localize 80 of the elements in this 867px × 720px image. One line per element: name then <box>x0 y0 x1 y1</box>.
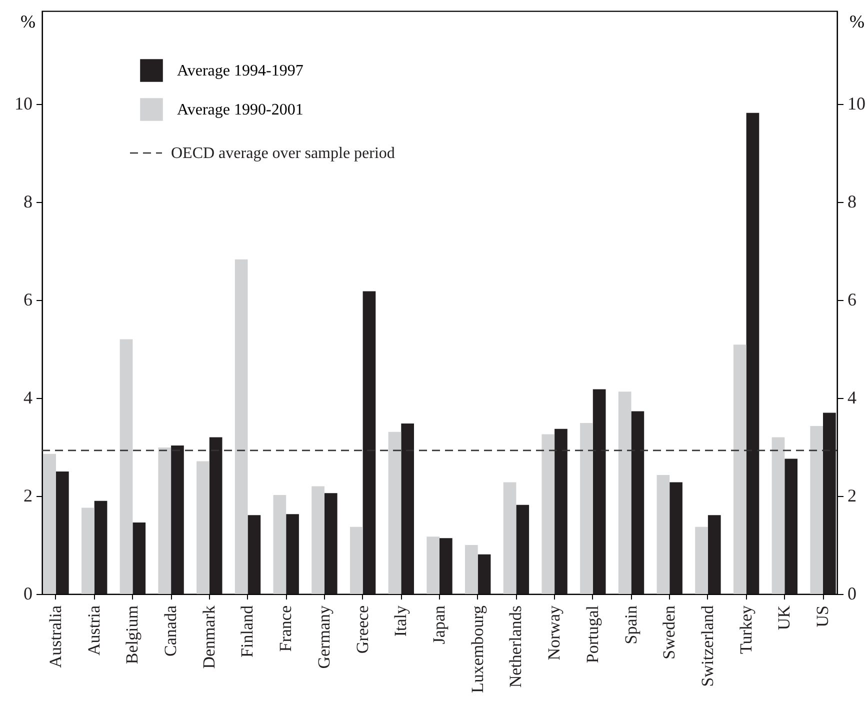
x-tick-label: UK <box>774 604 794 630</box>
bar <box>56 472 69 594</box>
x-tick-label: Austria <box>84 605 104 656</box>
y-tick-label: 6 <box>24 290 32 310</box>
bar <box>362 291 376 594</box>
x-tick-label: US <box>813 606 832 628</box>
y2-tick-label: 10 <box>848 94 866 114</box>
y-tick-label: 10 <box>14 94 32 114</box>
bar <box>440 538 452 594</box>
x-tick-label: Netherlands <box>506 606 526 688</box>
x-tick-label: Turkey <box>736 605 756 654</box>
bar <box>580 423 593 594</box>
bar <box>350 526 363 594</box>
x-tick-label: Spain <box>621 605 640 644</box>
bar <box>542 434 555 594</box>
y2-tick-label: 6 <box>848 290 856 310</box>
x-tick-label: Switzerland <box>698 605 717 687</box>
x-tick-label: Norway <box>544 605 564 660</box>
x-tick-label: Denmark <box>199 605 218 669</box>
bar <box>132 522 146 594</box>
x-tick-label: Greece <box>352 606 372 654</box>
y-tick-label: 0 <box>24 584 32 604</box>
y-tick-label: 2 <box>24 486 32 506</box>
y2-axis-title: % <box>850 12 864 32</box>
bar <box>158 448 172 594</box>
x-tick-label: Finland <box>238 605 257 658</box>
bar <box>618 392 632 594</box>
y2-tick-label: 4 <box>848 388 856 408</box>
bar <box>196 461 210 594</box>
bar <box>810 426 823 594</box>
bar <box>465 545 478 594</box>
bar <box>554 428 568 594</box>
y2-tick-label: 0 <box>848 584 856 604</box>
y2-tick-label: 8 <box>848 192 856 212</box>
bar <box>286 514 299 594</box>
bar <box>631 411 644 594</box>
x-tick-label: Luxembourg <box>468 605 487 694</box>
bar <box>746 112 760 594</box>
bar <box>592 389 606 594</box>
bar <box>772 437 785 594</box>
bar <box>401 424 414 594</box>
bar <box>670 482 682 594</box>
bar <box>120 339 133 594</box>
x-tick-label: Germany <box>314 605 334 669</box>
bar <box>478 554 491 594</box>
y2-tick-label: 2 <box>848 486 856 506</box>
y-tick-label: 4 <box>24 388 32 408</box>
bar <box>516 504 530 594</box>
x-tick-label: Australia <box>46 605 65 668</box>
bar <box>784 458 798 594</box>
legend-label: OECD average over sample period <box>171 145 395 162</box>
bar <box>248 515 261 594</box>
y-axis-title: % <box>20 12 36 32</box>
bar <box>171 446 184 594</box>
bar <box>324 493 338 594</box>
bar <box>273 495 286 594</box>
bar <box>426 536 440 594</box>
x-tick-label: Italy <box>391 605 410 637</box>
bar <box>209 437 222 594</box>
x-tick-label: Canada <box>161 605 180 656</box>
x-tick-label: Belgium <box>122 606 142 664</box>
x-tick-label: Japan <box>430 605 448 644</box>
legend-label: Average 1990-2001 <box>177 102 304 118</box>
bar <box>234 259 248 594</box>
bar <box>503 482 516 594</box>
bar <box>656 474 670 594</box>
bar <box>82 508 94 594</box>
bar <box>733 344 746 594</box>
bar <box>708 515 721 594</box>
bar <box>388 432 402 594</box>
legend-label: Average 1994-1997 <box>177 62 304 80</box>
x-tick-label: Sweden <box>660 605 679 660</box>
x-tick-label: Portugal <box>582 605 602 664</box>
x-tick-label: France <box>276 606 296 652</box>
bar <box>94 500 108 594</box>
bar <box>823 412 836 594</box>
bar <box>695 526 708 594</box>
bar <box>312 486 324 594</box>
y-tick-label: 8 <box>24 192 32 212</box>
bar <box>43 454 56 594</box>
